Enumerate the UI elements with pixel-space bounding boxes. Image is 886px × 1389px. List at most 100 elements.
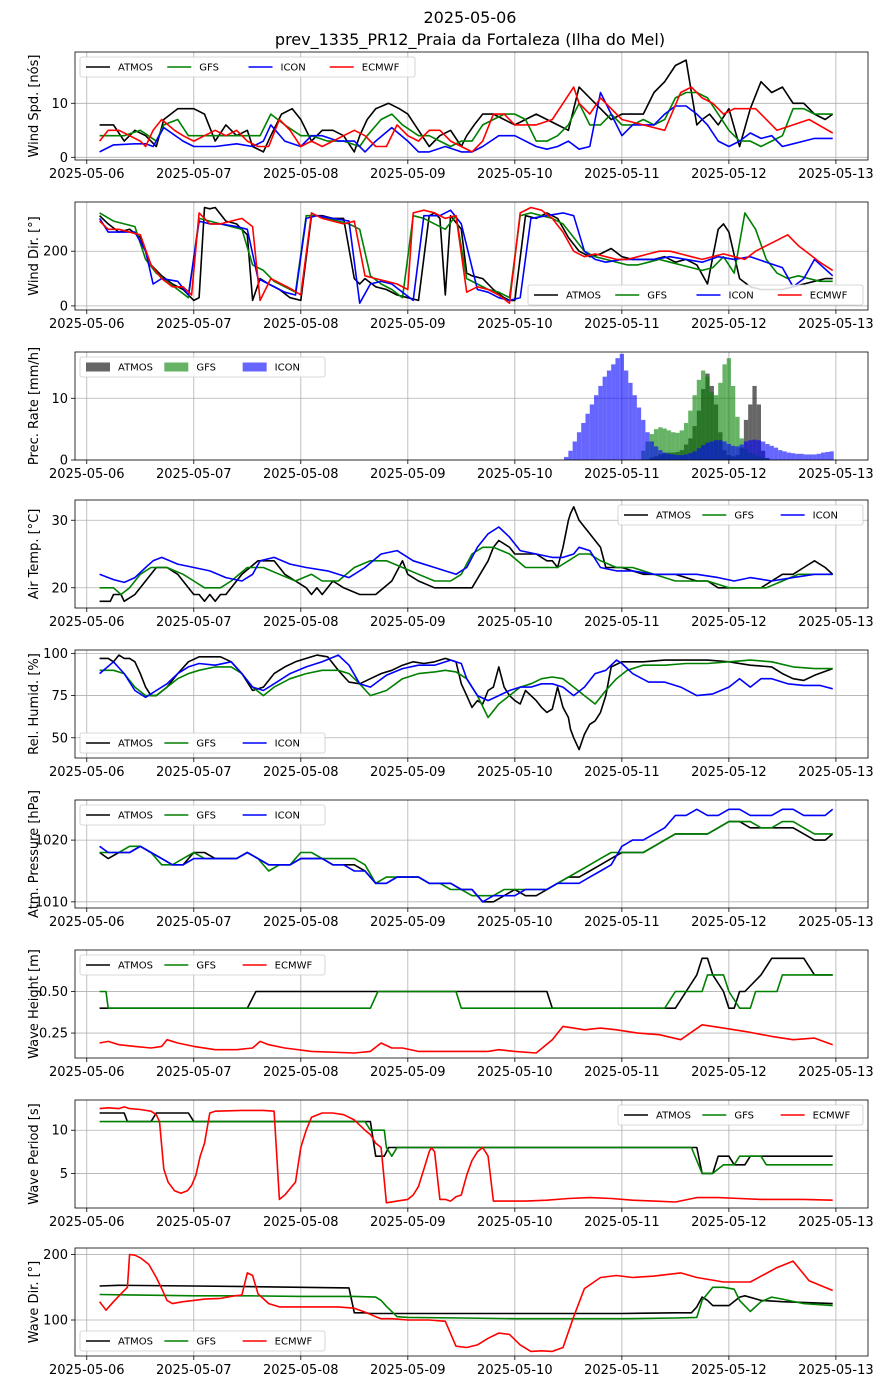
- x-tick-label: 2025-05-09: [370, 1215, 446, 1230]
- bar: [778, 450, 783, 460]
- legend-label-gfs: GFS: [734, 1111, 754, 1122]
- chart-panels: 2025-05-06 2025-05-07 2025-05-08 2025-05-09…: [27, 51, 874, 1378]
- bar: [752, 385, 757, 460]
- legend-label-gfs: GFS: [196, 961, 216, 972]
- bar: [581, 422, 586, 460]
- legend-label-ecmwf: ECMWF: [810, 291, 848, 302]
- series-line-ecmwf: [99, 206, 834, 305]
- x-tick-label: 2025-05-09: [370, 1065, 446, 1080]
- x-tick-label: 2025-05-13: [798, 467, 874, 482]
- bar: [709, 392, 714, 460]
- x-tick-label: 2025-05-12: [691, 765, 767, 780]
- y-tick-label: 0: [60, 299, 68, 314]
- y-tick-label: 0.25: [39, 1027, 68, 1042]
- figure-subtitle: prev_1335_PR12_Praia da Fortaleza (Ilha …: [275, 30, 665, 50]
- x-tick-label: 2025-05-12: [691, 167, 767, 182]
- x-tick-label: 2025-05-10: [477, 1215, 553, 1230]
- x-tick-label: 2025-05-12: [691, 615, 767, 630]
- chart-panel: 2025-05-06 2025-05-07 2025-05-08 2025-05-09…: [27, 347, 874, 482]
- series-line-icon: [99, 91, 833, 153]
- bar: [696, 379, 702, 460]
- legend-label-icon: ICON: [275, 811, 300, 822]
- y-tick-label: 1010: [35, 895, 68, 910]
- bar: [594, 395, 599, 460]
- x-tick-label: 2025-05-09: [370, 615, 446, 630]
- bar: [825, 451, 830, 460]
- plot-area: [98, 1253, 834, 1353]
- x-tick-label: 2025-05-11: [584, 167, 660, 182]
- bar: [722, 364, 727, 460]
- bar: [709, 441, 714, 460]
- bar: [675, 455, 680, 460]
- bar: [735, 446, 740, 460]
- legend-label-ecmwf: ECMWF: [275, 961, 313, 972]
- bar: [799, 453, 804, 460]
- legend-label-gfs: GFS: [199, 63, 219, 74]
- bar: [756, 440, 761, 460]
- bar: [816, 453, 821, 460]
- bar: [683, 454, 689, 460]
- bar: [585, 413, 590, 460]
- bar: [662, 452, 667, 460]
- series-line-ecmwf: [99, 1024, 833, 1054]
- bar: [760, 441, 766, 460]
- bar: [808, 454, 813, 460]
- bar: [589, 404, 595, 460]
- y-tick-label: 0.50: [39, 985, 68, 1000]
- legend-label-atmos: ATMOS: [566, 291, 601, 302]
- x-tick-label: 2025-05-13: [798, 765, 874, 780]
- chart-panel: 2025-05-06 2025-05-07 2025-05-08 2025-05-09…: [27, 201, 874, 332]
- x-tick-label: 2025-05-10: [477, 765, 553, 780]
- legend-label-atmos: ATMOS: [118, 739, 153, 750]
- bar: [628, 382, 633, 460]
- legend: ATMOS GFS ECMWF: [79, 1330, 326, 1352]
- bar: [748, 440, 753, 460]
- x-tick-label: 2025-05-08: [263, 1065, 339, 1080]
- y-axis-label: Wave Height [m]: [27, 949, 42, 1059]
- bar: [692, 395, 697, 460]
- x-tick-label: 2025-05-08: [263, 765, 339, 780]
- x-tick-label: 2025-05-07: [156, 1363, 232, 1378]
- x-tick-label: 2025-05-11: [584, 915, 660, 930]
- x-tick-label: 2025-05-09: [370, 915, 446, 930]
- series-line-icon: [99, 526, 833, 584]
- x-tick-label: 2025-05-10: [477, 615, 553, 630]
- bar: [641, 419, 646, 460]
- x-tick-label: 2025-05-06: [49, 167, 125, 182]
- y-tick-label: 30: [51, 514, 68, 529]
- series-icon: [564, 353, 834, 460]
- bar: [773, 447, 779, 460]
- x-tick-label: 2025-05-07: [156, 1065, 232, 1080]
- axes-frame: [74, 1247, 869, 1357]
- chart-panel: 2025-05-06 2025-05-07 2025-05-08 2025-05-09…: [27, 51, 874, 182]
- x-tick-label: 2025-05-10: [477, 167, 553, 182]
- legend-label-icon: ICON: [281, 63, 306, 74]
- chart-panel: 2025-05-06 2025-05-07 2025-05-08 2025-05-09…: [27, 1099, 874, 1230]
- series-line-atmos: [99, 1284, 833, 1315]
- series-line-ecmwf: [99, 1106, 833, 1204]
- bar: [735, 416, 740, 460]
- series-line-atmos: [99, 206, 833, 302]
- series-line-ecmwf: [98, 86, 834, 153]
- series-line-atmos: [99, 505, 834, 603]
- x-tick-label: 2025-05-08: [263, 1363, 339, 1378]
- bar: [713, 395, 719, 460]
- y-axis-label: Prec. Rate [mm/h]: [27, 347, 42, 465]
- x-tick-label: 2025-05-06: [49, 467, 125, 482]
- legend-box: [617, 504, 864, 526]
- axes-frame: [74, 51, 869, 161]
- x-tick-label: 2025-05-06: [49, 915, 125, 930]
- bar: [675, 432, 680, 460]
- bar: [564, 456, 569, 460]
- x-tick-label: 2025-05-13: [798, 615, 874, 630]
- bar: [658, 427, 663, 460]
- plot-area: [99, 957, 833, 1054]
- x-tick-label: 2025-05-11: [584, 317, 660, 332]
- legend-box: [79, 1330, 326, 1352]
- bar: [782, 451, 787, 460]
- bar: [701, 370, 706, 460]
- chart-panel: 2025-05-06 2025-05-07 2025-05-08 2025-05-09…: [27, 790, 874, 930]
- legend-label-gfs: GFS: [734, 511, 754, 522]
- bar: [722, 441, 727, 460]
